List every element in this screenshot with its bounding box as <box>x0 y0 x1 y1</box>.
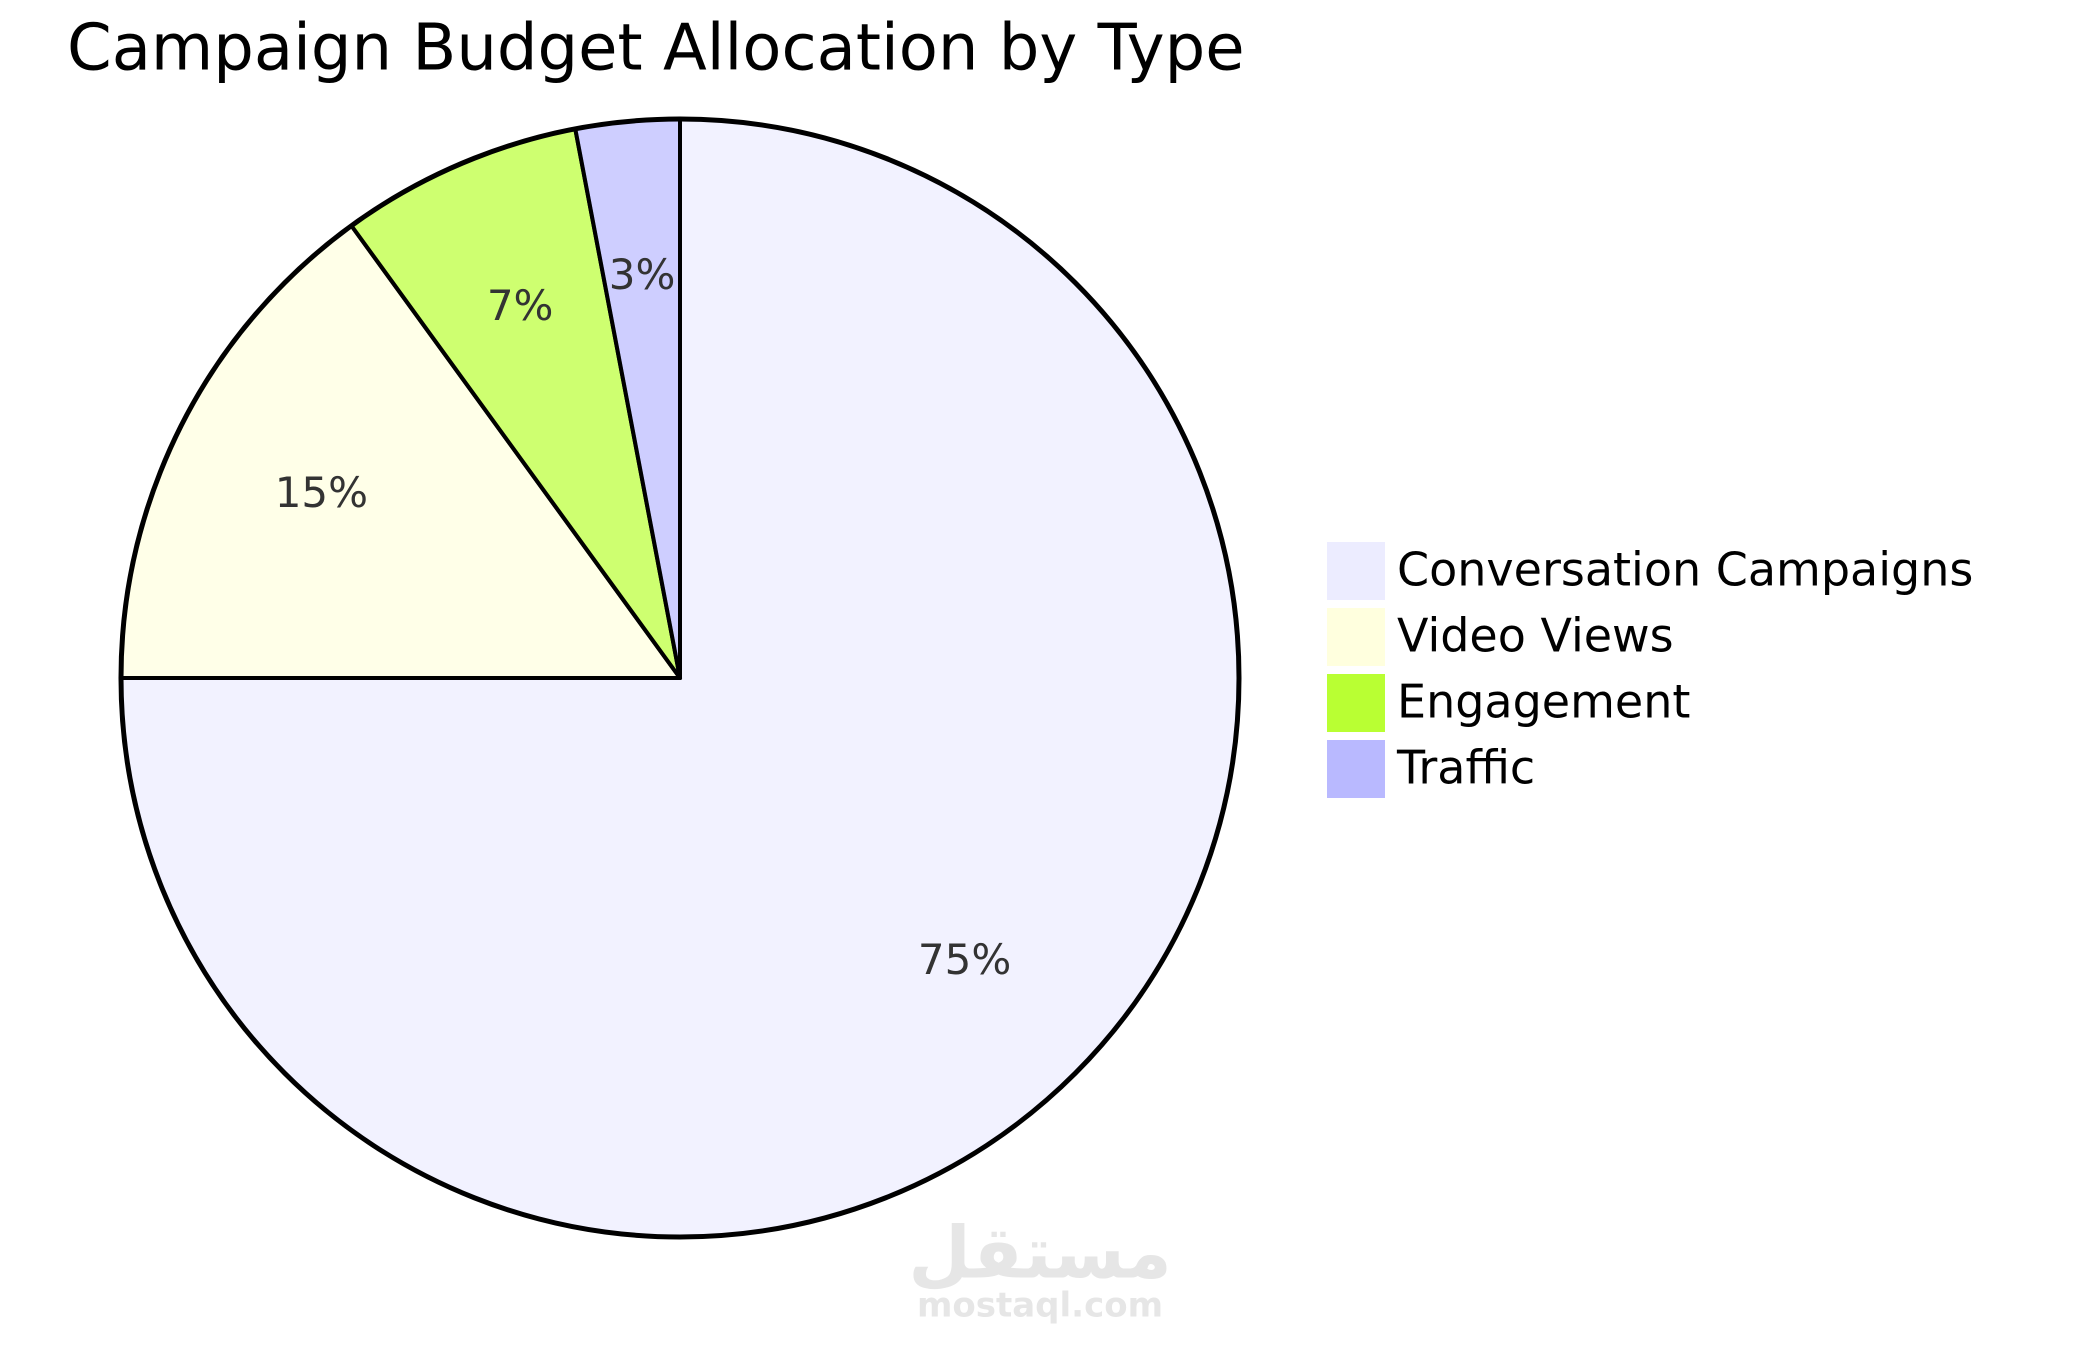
watermark-logo: مستقل <box>908 1211 1171 1295</box>
watermark-url: mostaql.com <box>917 1286 1163 1326</box>
data-label: 15% <box>275 468 368 517</box>
legend-label: Engagement <box>1397 675 1690 729</box>
data-label: 3% <box>609 250 676 299</box>
legend-swatch <box>1327 674 1385 732</box>
pie-outline <box>118 116 1242 1240</box>
legend-label: Conversation Campaigns <box>1397 543 1973 597</box>
legend-swatch <box>1327 608 1385 666</box>
data-label: 75% <box>918 935 1011 984</box>
legend-swatch <box>1327 740 1385 798</box>
legend-label: Traffic <box>1396 741 1535 795</box>
legend-label: Video Views <box>1397 609 1674 663</box>
chart-title: Campaign Budget Allocation by Type <box>67 12 1245 86</box>
data-label: 7% <box>487 281 554 330</box>
legend-swatch <box>1327 542 1385 600</box>
